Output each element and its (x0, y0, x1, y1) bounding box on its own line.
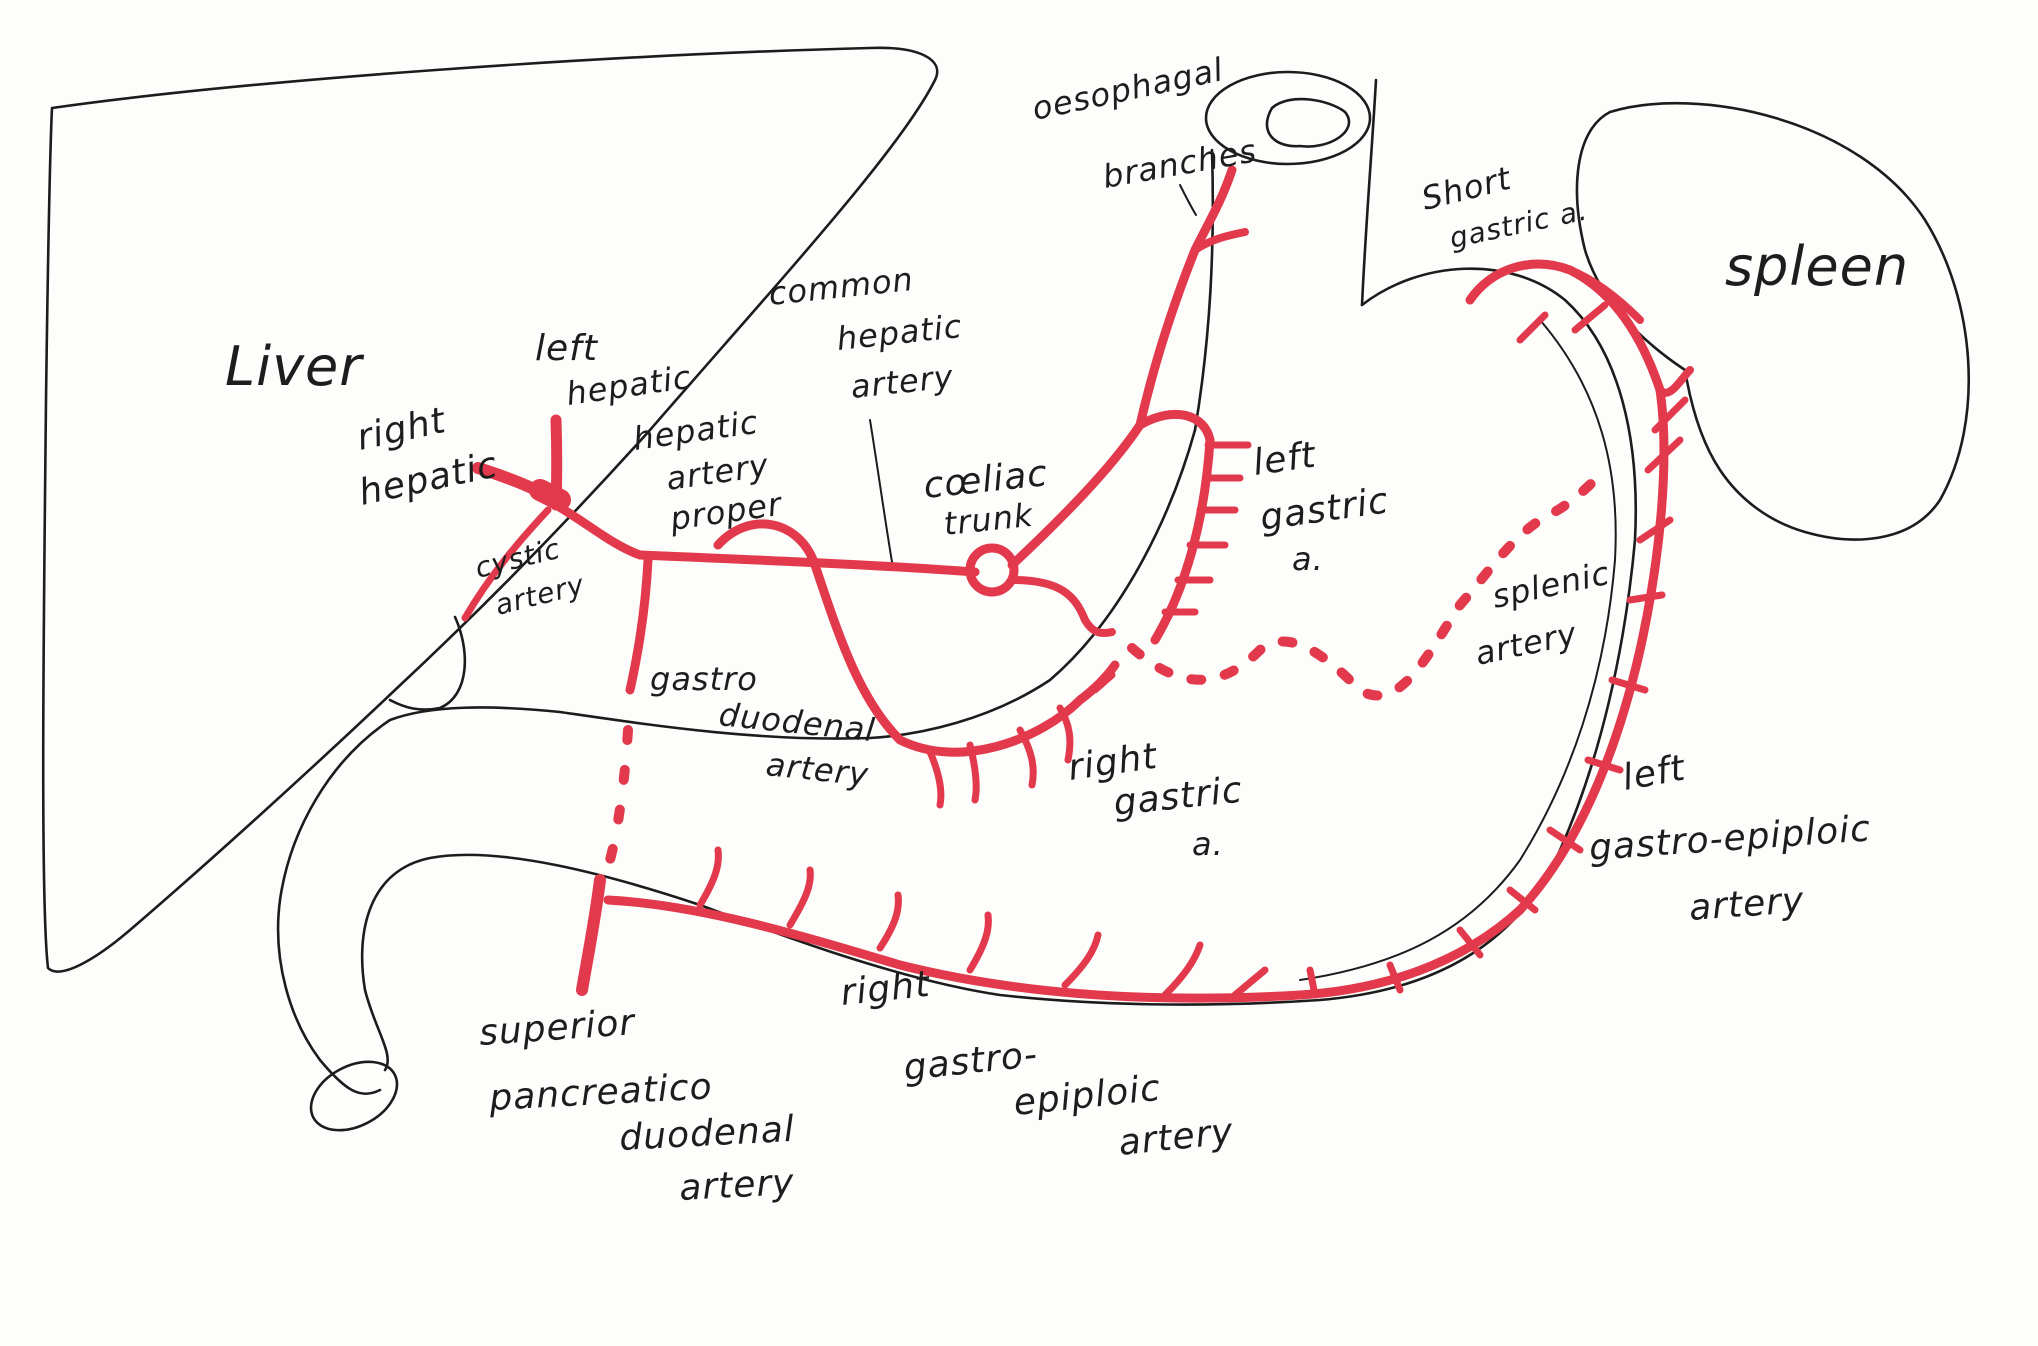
label-left-hepatic: left hepatic (535, 328, 694, 413)
left-gastro-epiploic-artery (1295, 385, 1669, 1000)
svg-text:left: left (1251, 434, 1320, 483)
cystic-artery (461, 506, 552, 622)
svg-text:superior: superior (478, 1002, 638, 1054)
labels: Liver spleen left hepatic right hepatic … (225, 50, 1909, 1209)
hepatic-artery-proper (551, 500, 645, 560)
oesophagus-opening (1204, 70, 1372, 166)
pointer-oesophageal (1179, 184, 1197, 216)
label-left-gastric: left gastric a. (1251, 434, 1392, 578)
right-gastric-artery (713, 519, 1120, 757)
liver-outline (41, 46, 939, 973)
superior-pancreaticoduodenal-dotted (605, 725, 633, 865)
svg-text:Short: Short (1418, 159, 1516, 218)
short-gastric-artery (1566, 266, 1644, 324)
svg-text:right: right (839, 964, 933, 1014)
label-liver: Liver (225, 335, 364, 398)
svg-text:artery: artery (764, 745, 871, 794)
svg-text:artery: artery (1472, 614, 1581, 673)
superior-pancreaticoduodenal-artery (576, 874, 606, 996)
svg-text:gastric: gastric (1258, 480, 1392, 539)
right-gastro-epiploic-artery (603, 895, 1305, 1003)
svg-text:artery: artery (1688, 880, 1806, 929)
svg-text:left: left (1619, 747, 1689, 798)
label-short-gastric: Short gastric a. (1418, 159, 1591, 255)
coeliac-to-left-gastric (1007, 409, 1215, 570)
svg-text:right: right (353, 400, 450, 459)
svg-text:left: left (535, 328, 599, 369)
hepatic-junction (529, 479, 571, 511)
arteries (461, 165, 1694, 1003)
label-superior-pancreaticoduodenal: superior pancreatico duodenal artery (478, 1002, 796, 1209)
left-gastric-artery (1150, 435, 1215, 645)
oesophagus-left-wall (1193, 148, 1215, 432)
label-gastroduodenal-artery: gastro duodenal artery (650, 660, 877, 794)
svg-text:gastro: gastro (650, 660, 758, 698)
svg-text:gastro-: gastro- (902, 1034, 1040, 1089)
stomach-lesser-curvature (388, 428, 1197, 740)
artery-branch-ticks (696, 301, 1689, 999)
organ-outlines (41, 46, 1971, 1132)
label-right-gastro-epiploic: right gastro- epiploic artery (839, 964, 1236, 1164)
duodenum-outline (276, 718, 392, 1096)
svg-text:common: common (767, 260, 916, 313)
splenic-to-short-gastric (1465, 259, 1665, 395)
gallbladder-outline (388, 615, 467, 711)
label-common-hepatic-artery: common hepatic artery (767, 260, 964, 406)
coeliac-small-loop (1008, 576, 1116, 638)
gastroduodenal-artery (625, 555, 653, 695)
label-hepatic-artery-proper: hepatic artery proper (631, 403, 785, 538)
svg-text:trunk: trunk (942, 496, 1036, 543)
svg-text:artery: artery (678, 1162, 795, 1209)
svg-text:a.: a. (1292, 540, 1324, 578)
label-coeliac-trunk: cœliac trunk (922, 453, 1050, 543)
svg-text:a.: a. (1192, 825, 1224, 863)
svg-text:gastro-epiploic: gastro-epiploic (1588, 808, 1872, 869)
svg-text:epiploic: epiploic (1012, 1068, 1163, 1124)
oesophagus-lumen (1265, 97, 1351, 148)
svg-text:oesophagal: oesophagal (1029, 50, 1227, 128)
label-splenic-artery: splenic artery (1472, 554, 1614, 673)
label-spleen: spleen (1725, 235, 1909, 298)
label-left-gastro-epiploic: left gastro-epiploic artery (1588, 747, 1872, 929)
duodenum-opening (309, 1060, 399, 1132)
splenic-artery-dotted (1127, 465, 1610, 701)
svg-text:artery: artery (849, 357, 956, 406)
label-right-gastric: right gastric a. (1066, 736, 1245, 863)
coeliac-trunk (965, 543, 1019, 597)
stomach-inner-line (1299, 319, 1617, 981)
pointer-common-hepatic (869, 419, 893, 563)
svg-text:hepatic: hepatic (835, 307, 964, 358)
label-cystic-artery: cystic artery (472, 532, 588, 622)
stomach-outline (360, 267, 1638, 1072)
svg-text:pancreatico: pancreatico (487, 1066, 713, 1119)
svg-text:artery: artery (1117, 1111, 1236, 1164)
label-oesophageal-branches: oesophagal branches (1029, 50, 1260, 196)
oesophagus-right-wall (1360, 78, 1378, 307)
oesophageal-branches (1135, 165, 1237, 430)
svg-text:duodenal: duodenal (717, 695, 877, 749)
label-right-hepatic: right hepatic (353, 400, 501, 514)
spleen-hilum-artery (1656, 366, 1694, 397)
svg-text:splenic: splenic (1489, 554, 1614, 616)
svg-text:duodenal: duodenal (618, 1109, 795, 1159)
oesophageal-branch-small (1191, 228, 1249, 254)
